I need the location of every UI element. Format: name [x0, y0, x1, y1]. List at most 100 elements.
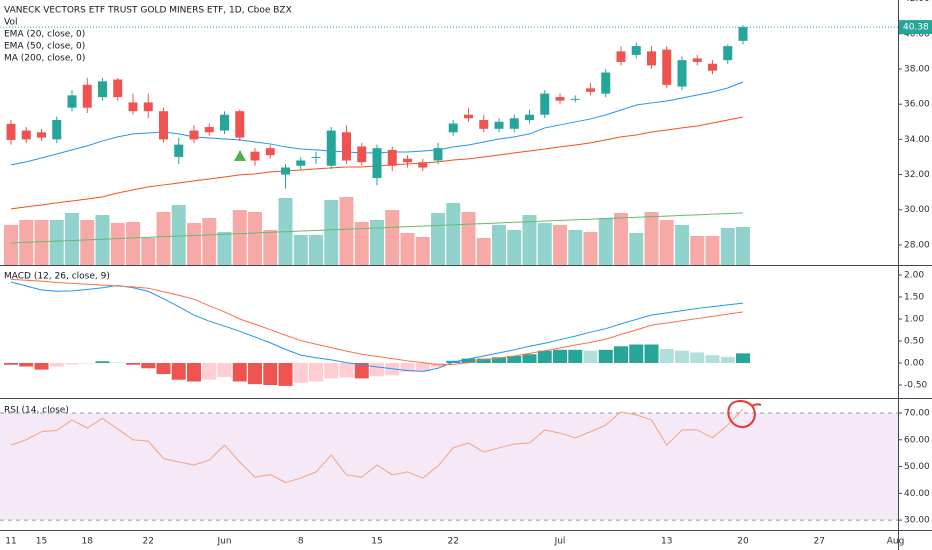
volume-bar	[141, 238, 156, 265]
candle-body	[281, 167, 290, 175]
y-tick-label: 40.00	[904, 29, 930, 39]
candle-body	[692, 58, 702, 62]
volume-bar	[248, 212, 262, 265]
candle-body	[235, 111, 245, 138]
candle-body	[738, 27, 748, 41]
volume-bar	[614, 213, 628, 265]
x-tick-label: 22	[448, 537, 459, 547]
candle-body	[570, 98, 580, 100]
volume-bar	[629, 233, 644, 265]
last-price-box	[899, 20, 932, 35]
candle-body	[601, 72, 611, 94]
volume-bar	[400, 233, 415, 265]
candle-body	[555, 97, 565, 101]
y-tick-label: 32.00	[904, 170, 930, 180]
volume-bar	[324, 200, 339, 265]
candle-body	[128, 102, 138, 112]
histogram-bar	[4, 363, 18, 365]
candle-body	[311, 156, 321, 158]
x-tick-label: 11	[5, 537, 16, 547]
volume-bar	[293, 235, 308, 265]
histogram-bar	[156, 363, 171, 375]
histogram-bar	[263, 363, 278, 386]
volume-bar	[49, 220, 64, 265]
histogram-bar	[339, 363, 354, 378]
candle-body	[677, 60, 687, 87]
x-tick-label: 13	[661, 537, 672, 547]
x-tick-label: 18	[82, 537, 94, 547]
y-tick-label: 28.00	[904, 240, 930, 250]
x-tick-label: 15	[371, 537, 382, 547]
histogram-bar	[598, 349, 613, 364]
plot-layer	[0, 24, 898, 521]
volume-bar	[690, 236, 705, 265]
candle-body	[98, 81, 107, 98]
histogram-bar	[690, 352, 705, 364]
histogram-bar	[309, 363, 323, 382]
candle-body	[509, 118, 519, 129]
y-tick-label: 50.00	[904, 462, 930, 472]
y-tick-label: 30.00	[904, 205, 930, 215]
candle-body	[586, 88, 595, 92]
y-tick-label: 38.00	[904, 64, 930, 74]
candle-body	[113, 79, 123, 98]
legend-entry: EMA (20, close, 0)	[4, 30, 85, 40]
volume-bar	[370, 220, 384, 265]
y-tick-label: 70.00	[904, 408, 930, 418]
indicator-line	[10, 281, 744, 372]
candle-body	[372, 148, 382, 179]
histogram-bar	[141, 363, 156, 369]
histogram-bar	[553, 349, 567, 364]
histogram-bar	[293, 363, 308, 383]
candle-body	[67, 95, 77, 108]
volume-bar	[95, 215, 110, 265]
volume-bar	[80, 220, 95, 265]
candle-body	[326, 130, 336, 166]
histogram-bar	[232, 363, 247, 382]
candle-body	[143, 102, 153, 112]
volume-bar	[705, 236, 720, 265]
histogram-bar	[568, 349, 583, 364]
x-tick-label: 15	[36, 537, 47, 547]
volume-bar	[126, 222, 140, 265]
histogram-bar	[507, 355, 522, 364]
histogram-bar	[644, 344, 659, 364]
volume-bar	[568, 230, 583, 265]
volume-bar	[4, 225, 18, 265]
candle-body	[616, 51, 626, 62]
candle-body	[662, 49, 672, 85]
candle-body	[647, 51, 656, 66]
volume-bar	[217, 232, 232, 265]
candle-body	[6, 123, 16, 140]
volume-bar	[385, 210, 400, 265]
y-tick-label: 0.50	[904, 337, 924, 347]
y-tick-label: 0.00	[904, 359, 924, 369]
volume-bar	[202, 218, 217, 265]
histogram-bar	[187, 363, 201, 382]
candle-body	[448, 123, 458, 133]
volume-bar	[659, 220, 674, 265]
x-tick-label: 22	[143, 537, 154, 547]
histogram-bar	[736, 353, 750, 364]
histogram-bar	[171, 363, 186, 380]
candle-body	[342, 132, 351, 161]
y-tick-label: 42.00	[904, 0, 930, 4]
volume-bar	[156, 212, 171, 265]
volume-bar	[354, 222, 369, 265]
candle-body	[723, 46, 733, 61]
x-tick-label: Jun	[216, 537, 231, 547]
histogram-bar	[476, 358, 491, 364]
x-tick-label: 8	[298, 537, 304, 547]
candle-body	[525, 114, 534, 121]
volume-bar	[415, 237, 430, 265]
volume-bar	[431, 213, 445, 265]
volume-bar	[537, 223, 552, 265]
y-tick-label: 34.00	[904, 135, 930, 145]
pane-title: RSI (14, close)	[4, 406, 69, 416]
histogram-bar	[65, 363, 79, 365]
histogram-bar	[324, 363, 339, 379]
histogram-bar	[705, 355, 720, 364]
candle-body	[464, 114, 473, 119]
volume-bar	[644, 212, 659, 265]
